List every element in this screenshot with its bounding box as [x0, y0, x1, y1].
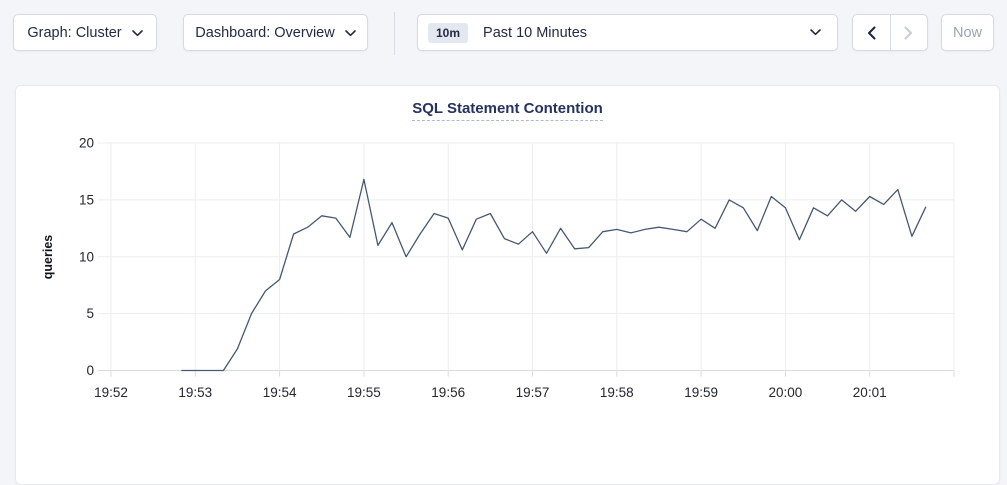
chevron-down-icon	[344, 30, 356, 37]
chart-title-row: SQL Statement Contention	[16, 100, 999, 121]
chevron-down-icon	[131, 30, 143, 37]
x-tick-label: 20:01	[853, 385, 887, 400]
x-tick-label: 19:53	[178, 385, 212, 400]
now-button[interactable]: Now	[941, 14, 994, 51]
toolbar-divider	[394, 12, 395, 55]
y-tick-label: 20	[79, 136, 94, 151]
x-tick-label: 19:59	[684, 385, 718, 400]
x-tick-label: 20:00	[769, 385, 803, 400]
x-tick-label: 19:55	[347, 385, 381, 400]
x-tick-label: 19:52	[94, 385, 128, 400]
sql-statement-contention-chart[interactable]: 0 5 10 15 20 19:52 19:53 19:54 19:55 19:56 19:57 19…	[16, 86, 1001, 421]
prev-time-button[interactable]	[853, 15, 890, 50]
time-range-picker[interactable]: 10m Past 10 Minutes	[417, 14, 838, 51]
graph-dropdown[interactable]: Graph: Cluster	[13, 14, 157, 51]
y-tick-label: 15	[79, 192, 94, 207]
x-tick-label: 19:56	[431, 385, 465, 400]
dashboard-dropdown-label: Dashboard: Overview	[195, 24, 335, 41]
y-tick-label: 5	[86, 306, 94, 321]
y-tick-label: 10	[79, 249, 94, 264]
time-range-badge: 10m	[428, 22, 469, 43]
chevron-left-icon	[867, 25, 876, 40]
x-tick-label: 19:57	[516, 385, 550, 400]
chart-line-queries	[181, 178, 927, 372]
y-tick-label: 0	[86, 363, 94, 378]
y-axis-label: queries	[41, 235, 55, 280]
time-range-label: Past 10 Minutes	[483, 24, 588, 41]
chevron-right-icon	[904, 25, 913, 40]
graph-dropdown-label: Graph: Cluster	[27, 24, 122, 41]
time-stepper	[852, 14, 928, 51]
x-tick-label: 19:54	[263, 385, 297, 400]
chart-title[interactable]: SQL Statement Contention	[412, 100, 603, 121]
chevron-down-icon	[810, 29, 821, 36]
x-tick-label: 19:58	[600, 385, 634, 400]
chart-panel: SQL Statement Contention 0 5 10 15 20 19:52 19…	[15, 85, 1000, 485]
dashboard-dropdown[interactable]: Dashboard: Overview	[183, 14, 368, 51]
next-time-button[interactable]	[889, 15, 928, 50]
